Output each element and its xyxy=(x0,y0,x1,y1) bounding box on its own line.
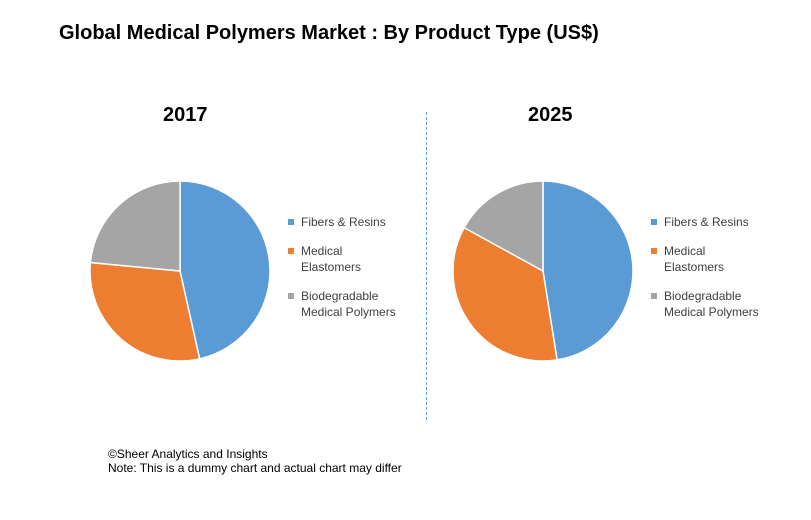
pie-slice-2 xyxy=(89,261,201,362)
chart-footer: ©Sheer Analytics and Insights Note: This… xyxy=(108,447,402,475)
source-credit: ©Sheer Analytics and Insights xyxy=(108,447,268,461)
legend-item: Medical Elastomers xyxy=(288,243,428,275)
legend-2017: Fibers & Resins Medical Elastomers Biode… xyxy=(288,214,428,320)
pie-slice-3 xyxy=(89,180,181,272)
legend-label: Medical Elastomers xyxy=(664,244,725,274)
pie-title-2017: 2017 xyxy=(163,104,208,126)
pie-slice-3 xyxy=(463,180,544,273)
legend-label: Medical Elastomers xyxy=(301,244,362,274)
pie-title-2025: 2025 xyxy=(528,104,573,126)
pie-chart-2017 xyxy=(89,180,271,362)
chart-title: Global Medical Polymers Market : By Prod… xyxy=(59,22,599,44)
legend-swatch xyxy=(288,219,294,225)
legend-swatch xyxy=(651,219,657,225)
legend-2025: Fibers & Resins Medical Elastomers Biode… xyxy=(651,214,791,320)
legend-item: Medical Elastomers xyxy=(651,243,791,275)
pie-slice-1 xyxy=(179,180,271,360)
pie-slice-1 xyxy=(542,180,634,361)
legend-item: Fibers & Resins xyxy=(288,214,428,230)
legend-label: Fibers & Resins xyxy=(301,215,386,229)
legend-label: Fibers & Resins xyxy=(664,215,749,229)
legend-item: Fibers & Resins xyxy=(651,214,791,230)
legend-label: Biodegradable Medical Polymers xyxy=(664,289,759,319)
legend-swatch xyxy=(288,293,294,299)
legend-swatch xyxy=(651,248,657,254)
legend-swatch xyxy=(651,293,657,299)
pie-chart-2025 xyxy=(452,180,634,362)
legend-item: Biodegradable Medical Polymers xyxy=(288,288,428,320)
legend-item: Biodegradable Medical Polymers xyxy=(651,288,791,320)
legend-label: Biodegradable Medical Polymers xyxy=(301,289,396,319)
legend-swatch xyxy=(288,248,294,254)
disclaimer-note: Note: This is a dummy chart and actual c… xyxy=(108,461,402,475)
pie-slice-2 xyxy=(452,226,558,362)
chart-divider xyxy=(426,112,427,420)
